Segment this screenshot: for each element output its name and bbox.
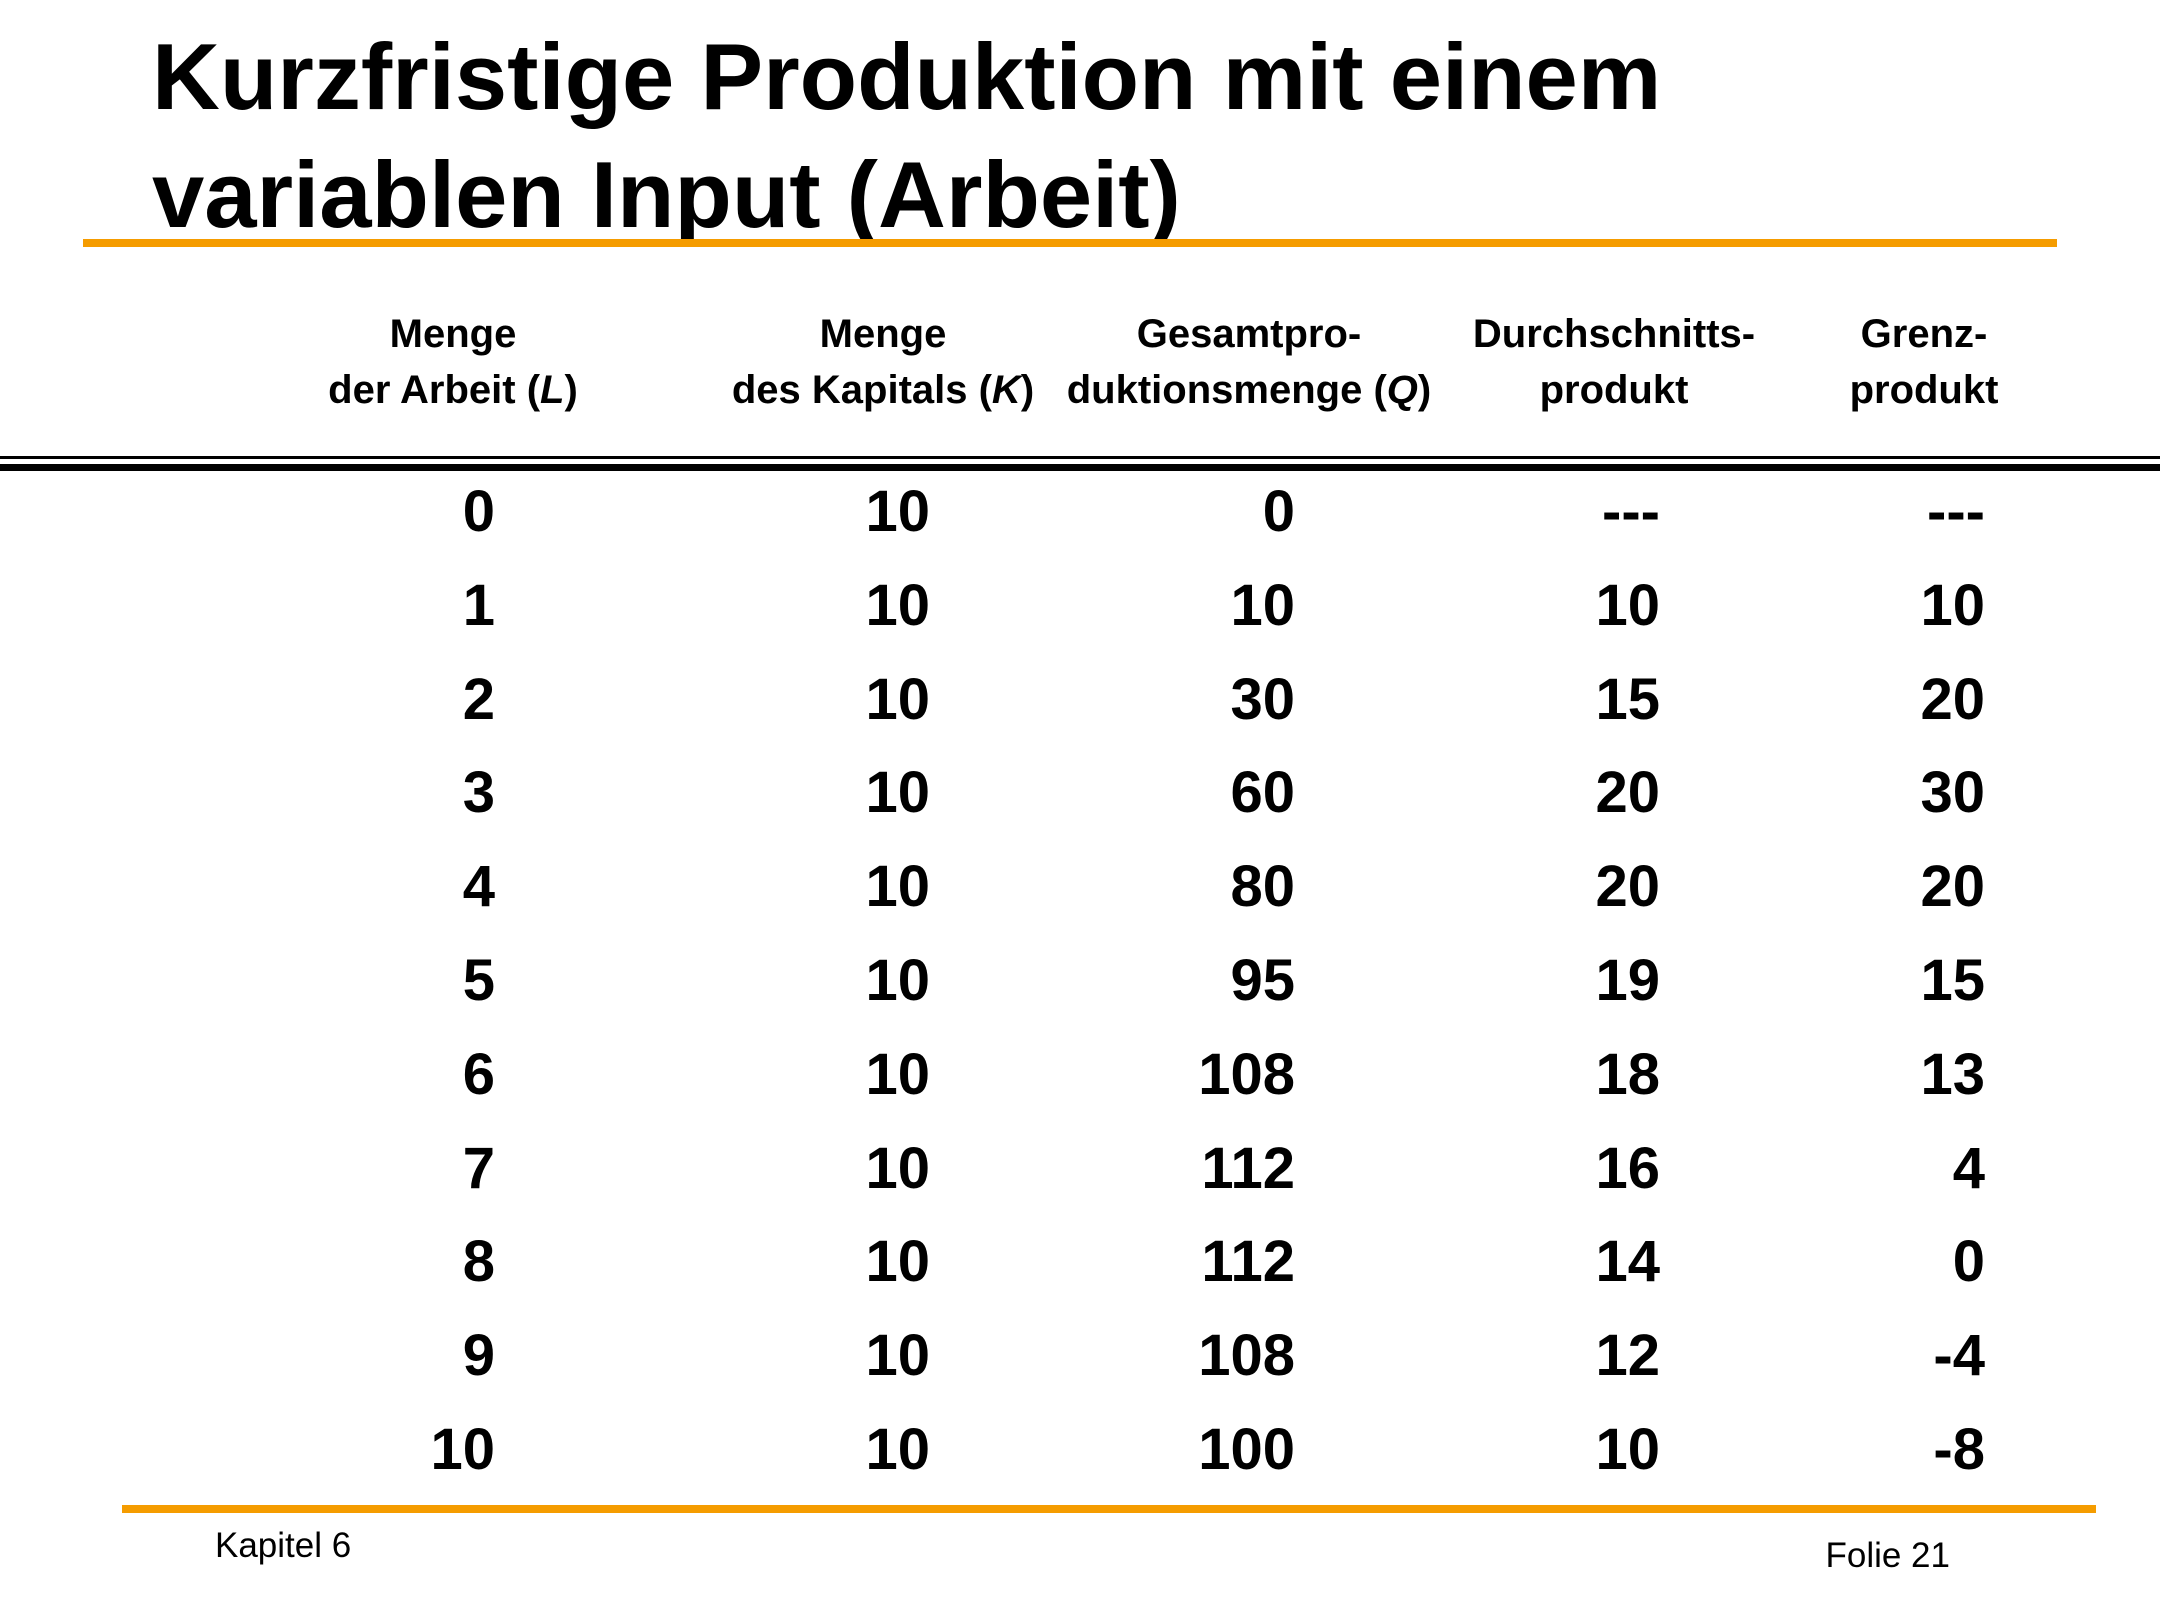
table-body: 0 10 0 --- --- 1 10 10 10 10 2 10 30 15 … bbox=[0, 474, 2160, 1506]
slide-title: Kurzfristige Produktion mit einem variab… bbox=[152, 18, 2052, 254]
slide-title-line-1: Kurzfristige Produktion mit einem bbox=[152, 24, 1662, 129]
table-row: 5 10 95 19 15 bbox=[0, 943, 2160, 1037]
header-labor-line-2: der Arbeit (L) bbox=[328, 368, 578, 412]
header-average-line-2: produkt bbox=[1539, 368, 1689, 412]
cell-capital: 10 bbox=[865, 854, 930, 920]
cell-average-product: 16 bbox=[1595, 1135, 1660, 1201]
header-marginal-line-2: produkt bbox=[1849, 368, 1999, 412]
cell-capital: 10 bbox=[865, 666, 930, 732]
cell-labor: 1 bbox=[462, 572, 495, 638]
cell-labor: 3 bbox=[462, 760, 495, 826]
cell-total-output: 112 bbox=[1201, 1135, 1295, 1201]
table-row: 7 10 112 16 4 bbox=[0, 1131, 2160, 1225]
cell-total-output: 30 bbox=[1230, 666, 1295, 732]
cell-marginal-product: 13 bbox=[1920, 1041, 1985, 1107]
header-marginal-line-1: Grenz- bbox=[1860, 312, 1988, 356]
cell-average-product: 15 bbox=[1595, 666, 1660, 732]
cell-labor: 5 bbox=[462, 947, 495, 1013]
cell-labor: 6 bbox=[462, 1041, 495, 1107]
cell-capital: 10 bbox=[865, 760, 930, 826]
cell-marginal-product: 30 bbox=[1920, 760, 1985, 826]
cell-average-product: 14 bbox=[1595, 1229, 1660, 1295]
footer-chapter: Kapitel 6 bbox=[215, 1526, 352, 1565]
table-row: 4 10 80 20 20 bbox=[0, 849, 2160, 943]
cell-average-product: --- bbox=[1602, 479, 1660, 544]
cell-total-output: 80 bbox=[1230, 854, 1295, 920]
table-row: 3 10 60 20 30 bbox=[0, 755, 2160, 849]
table-row: 2 10 30 15 20 bbox=[0, 662, 2160, 756]
header-divider-thick bbox=[0, 464, 2160, 471]
header-labor-line-1: Menge bbox=[389, 312, 517, 356]
cell-capital: 10 bbox=[865, 479, 930, 544]
cell-average-product: 20 bbox=[1595, 854, 1660, 920]
table-row: 10 10 100 10 -8 bbox=[0, 1412, 2160, 1506]
cell-marginal-product: 15 bbox=[1920, 947, 1985, 1013]
cell-total-output: 60 bbox=[1230, 760, 1295, 826]
cell-total-output: 100 bbox=[1198, 1416, 1295, 1482]
title-divider bbox=[83, 239, 2057, 247]
header-divider-thin bbox=[0, 456, 2160, 459]
cell-capital: 10 bbox=[865, 572, 930, 638]
cell-marginal-product: -4 bbox=[1933, 1323, 1985, 1389]
cell-marginal-product: 0 bbox=[1952, 1229, 1985, 1295]
header-total-output: Gesamtpro- duktionsmenge (Q) bbox=[1029, 306, 1469, 418]
cell-average-product: 18 bbox=[1595, 1041, 1660, 1107]
cell-total-output: 112 bbox=[1201, 1229, 1295, 1295]
cell-marginal-product: 20 bbox=[1920, 666, 1985, 732]
cell-labor: 0 bbox=[462, 479, 495, 544]
cell-capital: 10 bbox=[865, 1323, 930, 1389]
header-capital-line-1: Menge bbox=[819, 312, 947, 356]
cell-total-output: 108 bbox=[1198, 1323, 1295, 1389]
cell-capital: 10 bbox=[865, 947, 930, 1013]
footer-slide-number: Folie 21 bbox=[1825, 1536, 1950, 1575]
cell-marginal-product: 10 bbox=[1920, 572, 1985, 638]
cell-total-output: 0 bbox=[1262, 479, 1295, 544]
footer-divider bbox=[122, 1505, 2096, 1513]
cell-labor: 4 bbox=[462, 854, 495, 920]
cell-average-product: 12 bbox=[1595, 1323, 1660, 1389]
cell-marginal-product: 20 bbox=[1920, 854, 1985, 920]
table-row: 0 10 0 --- --- bbox=[0, 474, 2160, 568]
cell-capital: 10 bbox=[865, 1135, 930, 1201]
cell-total-output: 108 bbox=[1198, 1041, 1295, 1107]
cell-total-output: 95 bbox=[1230, 947, 1295, 1013]
slide-title-line-2: variablen Input (Arbeit) bbox=[152, 142, 1181, 247]
header-capital-line-2: des Kapitals (K) bbox=[731, 368, 1035, 412]
cell-labor: 8 bbox=[462, 1229, 495, 1295]
cell-capital: 10 bbox=[865, 1416, 930, 1482]
header-average-line-1: Durchschnitts- bbox=[1472, 312, 1756, 356]
cell-labor: 2 bbox=[462, 666, 495, 732]
table-row: 8 10 112 14 0 bbox=[0, 1224, 2160, 1318]
cell-marginal-product: --- bbox=[1927, 479, 1985, 544]
header-marginal-product: Grenz- produkt bbox=[1704, 306, 2144, 418]
header-total-line-1: Gesamtpro- bbox=[1136, 312, 1362, 356]
cell-average-product: 20 bbox=[1595, 760, 1660, 826]
cell-labor: 10 bbox=[430, 1416, 495, 1482]
header-labor-quantity: Menge der Arbeit (L) bbox=[233, 306, 673, 418]
cell-marginal-product: 4 bbox=[1952, 1135, 1985, 1201]
cell-labor: 7 bbox=[462, 1135, 495, 1201]
cell-average-product: 10 bbox=[1595, 572, 1660, 638]
cell-average-product: 19 bbox=[1595, 947, 1660, 1013]
table-row: 9 10 108 12 -4 bbox=[0, 1318, 2160, 1412]
table-row: 1 10 10 10 10 bbox=[0, 568, 2160, 662]
header-capital-quantity: Menge des Kapitals (K) bbox=[663, 306, 1103, 418]
header-average-product: Durchschnitts- produkt bbox=[1394, 306, 1834, 418]
cell-total-output: 10 bbox=[1230, 572, 1295, 638]
cell-capital: 10 bbox=[865, 1229, 930, 1295]
header-total-line-2: duktionsmenge (Q) bbox=[1066, 368, 1432, 412]
cell-average-product: 10 bbox=[1595, 1416, 1660, 1482]
cell-labor: 9 bbox=[462, 1323, 495, 1389]
table-row: 6 10 108 18 13 bbox=[0, 1037, 2160, 1131]
cell-marginal-product: -8 bbox=[1933, 1416, 1985, 1482]
cell-capital: 10 bbox=[865, 1041, 930, 1107]
